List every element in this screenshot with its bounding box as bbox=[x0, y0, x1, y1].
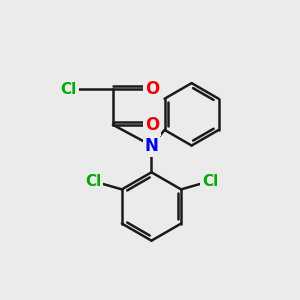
Text: Cl: Cl bbox=[85, 175, 101, 190]
Text: N: N bbox=[145, 136, 158, 154]
Text: O: O bbox=[145, 80, 159, 98]
Text: Cl: Cl bbox=[202, 175, 218, 190]
Text: Cl: Cl bbox=[61, 82, 77, 97]
Text: O: O bbox=[145, 116, 159, 134]
